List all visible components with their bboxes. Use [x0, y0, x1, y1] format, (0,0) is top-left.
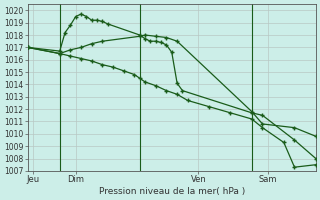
X-axis label: Pression niveau de la mer( hPa ): Pression niveau de la mer( hPa )	[99, 187, 245, 196]
